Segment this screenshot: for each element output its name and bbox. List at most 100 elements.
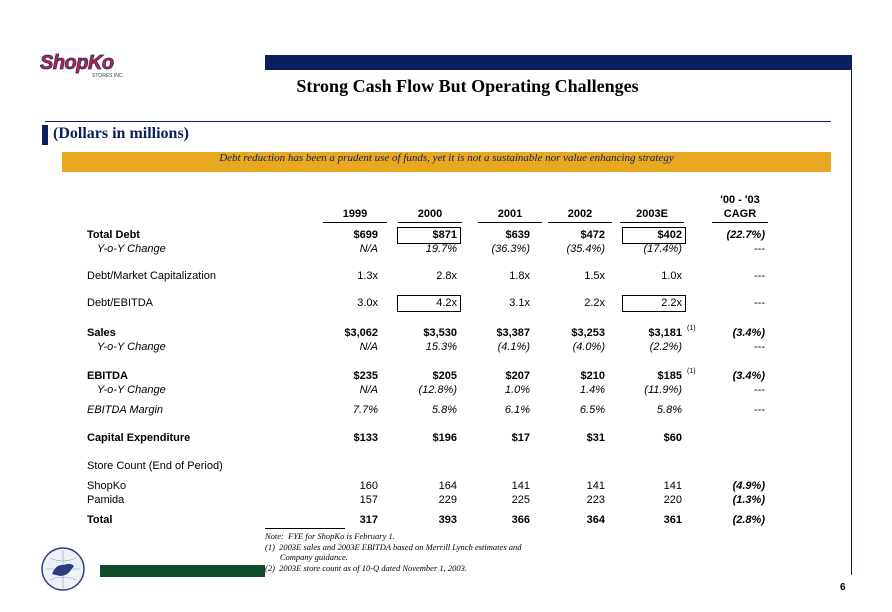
row-label: Capital Expenditure	[87, 432, 191, 444]
cell-value: 141	[663, 480, 682, 492]
right-rule	[851, 55, 852, 575]
cell-value: $3,530	[423, 327, 457, 339]
cell-value: 160	[359, 480, 378, 492]
highlight-box	[622, 295, 686, 312]
cagr-header: '00 - '03	[720, 194, 760, 206]
cell-value: $3,062	[344, 327, 378, 339]
cagr-value: ---	[754, 341, 765, 353]
cell-value: $207	[505, 370, 530, 382]
cell-value: $185	[657, 370, 682, 382]
footer-bar	[100, 565, 265, 577]
header-rule	[548, 222, 612, 223]
cell-value: 225	[511, 494, 530, 506]
cell-value: (4.0%)	[572, 341, 605, 353]
cell-value: 3.0x	[357, 297, 378, 309]
highlight-box	[397, 295, 461, 312]
cell-value: $699	[353, 229, 378, 241]
cell-value: $3,253	[571, 327, 605, 339]
header-rule	[620, 222, 684, 223]
row-label: Debt/EBITDA	[87, 297, 154, 309]
cell-value: 1.3x	[357, 270, 378, 282]
cagr-value: ---	[754, 270, 765, 282]
page-number: 6	[840, 582, 846, 593]
row-label: Y-o-Y Change	[97, 341, 166, 353]
cell-value: 1.8x	[509, 270, 530, 282]
cell-value: 157	[359, 494, 378, 506]
cell-value: (2.2%)	[649, 341, 682, 353]
header-rule	[398, 222, 462, 223]
cell-value: 1.0%	[504, 384, 530, 396]
column-header: 2002	[567, 208, 593, 220]
cagr-header: CAGR	[723, 208, 757, 220]
cagr-value: ---	[754, 404, 765, 416]
note: (1) 2003E sales and 2003E EBITDA based o…	[265, 541, 522, 552]
cell-value: 141	[586, 480, 605, 492]
cell-value: 6.5%	[579, 404, 605, 416]
cell-value: N/A	[359, 243, 378, 255]
cell-value: 229	[438, 494, 457, 506]
row-label: EBITDA	[87, 370, 128, 382]
banner: Debt reduction has been a prudent use of…	[62, 152, 831, 172]
cell-value: $60	[663, 432, 682, 444]
title: Strong Cash Flow But Operating Challenge…	[296, 76, 639, 96]
cell-value: $31	[586, 432, 605, 444]
logo-sub: STORES INC.	[92, 73, 124, 79]
cell-value: 164	[438, 480, 457, 492]
row-label: Total	[87, 514, 113, 526]
cagr-value: (4.9%)	[732, 480, 765, 492]
row-label: Y-o-Y Change	[97, 384, 166, 396]
cell-value: (12.8%)	[418, 384, 457, 396]
cell-value: $235	[353, 370, 378, 382]
cell-value: 4.2x	[436, 297, 457, 309]
cagr-value: (3.4%)	[732, 327, 765, 339]
cell-value: 5.8%	[431, 404, 457, 416]
cell-value: (36.3%)	[491, 243, 530, 255]
column-header: 2001	[497, 208, 523, 220]
column-header: 2003E	[636, 208, 668, 220]
cell-value: 2.2x	[661, 297, 682, 309]
cagr-value: (3.4%)	[732, 370, 765, 382]
cell-value: 2.8x	[436, 270, 457, 282]
bull-logo	[41, 547, 85, 591]
cagr-value: (22.7%)	[726, 229, 765, 241]
cagr-value: ---	[754, 297, 765, 309]
cell-value: 223	[586, 494, 605, 506]
cell-value: 19.7%	[425, 243, 457, 255]
footnote-ref: (1)	[687, 325, 696, 332]
note-rule	[265, 528, 345, 529]
cell-value: 1.5x	[584, 270, 605, 282]
subtitle-marker	[42, 125, 48, 145]
cell-value: (17.4%)	[643, 243, 682, 255]
cell-value: (11.9%)	[644, 384, 682, 396]
row-label: Total Debt	[87, 229, 140, 241]
column-header: 1999	[342, 208, 368, 220]
cell-value: 393	[438, 514, 457, 526]
row-label: Debt/Market Capitalization	[87, 270, 217, 282]
footnote-ref: (1)	[687, 368, 696, 375]
subtitle: (Dollars in millions)	[53, 125, 190, 142]
cell-value: N/A	[359, 384, 378, 396]
top-bar	[265, 55, 852, 70]
cell-value: $3,181	[648, 327, 682, 339]
cell-value: 5.8%	[656, 404, 682, 416]
cell-value: $871	[432, 229, 457, 241]
logo-name: ShopKo	[40, 52, 115, 75]
row-label: EBITDA Margin	[87, 404, 164, 416]
note: Note: FYE for ShopKo is February 1.	[265, 531, 395, 541]
row-label: Store Count (End of Period)	[87, 460, 223, 472]
cell-value: 6.1%	[504, 404, 530, 416]
cell-value: (35.4%)	[566, 243, 605, 255]
cagr-value: ---	[754, 243, 765, 255]
cell-value: 361	[663, 514, 682, 526]
cell-value: 3.1x	[509, 297, 530, 309]
row-label: Sales	[87, 327, 116, 339]
cagr-value: (1.3%)	[732, 494, 765, 506]
cell-value: $402	[657, 229, 682, 241]
highlight-box	[622, 227, 686, 244]
cell-value: 141	[511, 480, 530, 492]
cell-value: 15.3%	[425, 341, 457, 353]
note: (2) 2003E store count as of 10-Q dated N…	[265, 562, 468, 573]
row-label: Pamida	[87, 494, 125, 506]
cell-value: 317	[359, 514, 378, 526]
